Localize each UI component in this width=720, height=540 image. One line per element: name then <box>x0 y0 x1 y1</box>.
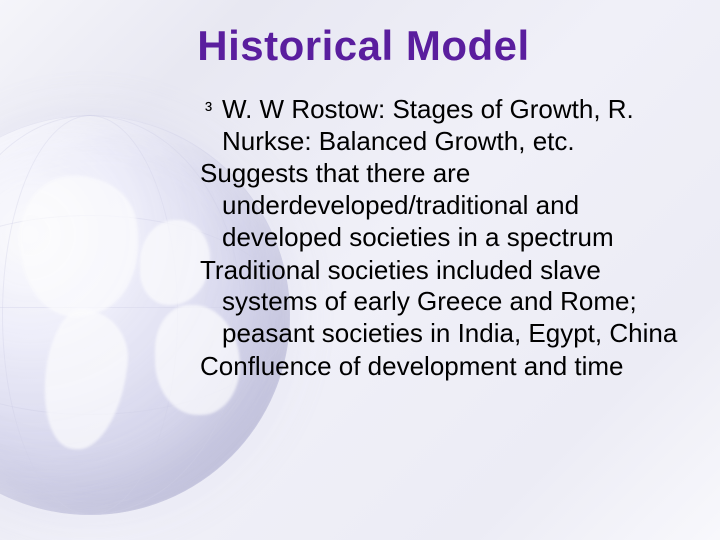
slide-title: Historical Model <box>45 22 682 70</box>
body-paragraph: Suggests that there are underdeveloped/t… <box>200 158 682 253</box>
slide-container: Historical Model ³ W. W Rostow: Stages o… <box>0 0 720 540</box>
body-paragraph: Confluence of development and time <box>200 351 682 383</box>
slide-body: ³ W. W Rostow: Stages of Growth, R. Nurk… <box>200 94 682 382</box>
bullet-text: W. W Rostow: Stages of Growth, R. Nurkse… <box>222 94 682 157</box>
body-paragraph: Traditional societies included slave sys… <box>200 255 682 350</box>
bullet-icon: ³ <box>200 97 217 123</box>
bullet-item: ³ W. W Rostow: Stages of Growth, R. Nurk… <box>200 94 682 157</box>
